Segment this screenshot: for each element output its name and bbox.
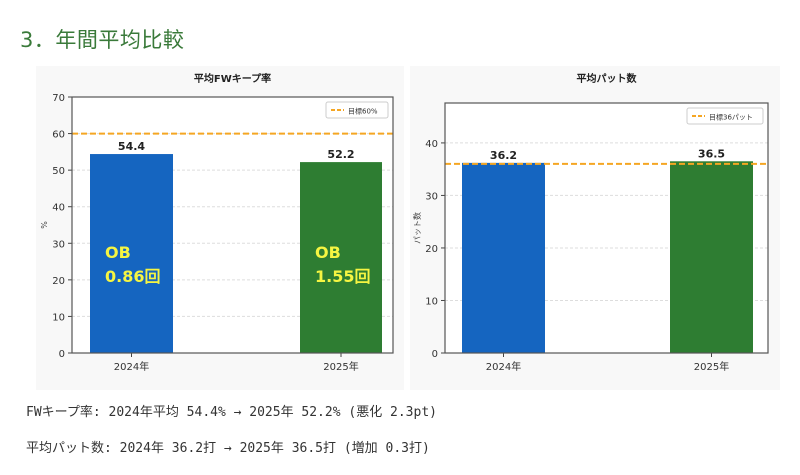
chart1-ob-count: 1.55回 bbox=[315, 267, 370, 286]
chart1-bar-2025年 bbox=[300, 162, 382, 353]
chart1-xtick-label: 2025年 bbox=[323, 360, 358, 373]
chart1-legend-box bbox=[325, 101, 389, 119]
section-title: 3．年間平均比較 bbox=[20, 28, 185, 52]
chart1-data-label: 54.4 bbox=[118, 140, 145, 153]
summary-fw-keep: FWキープ率: 2024年平均 54.4% → 2025年 52.2% (悪化 … bbox=[26, 405, 437, 420]
chart1-ob-label: OB bbox=[315, 243, 341, 262]
chart1-ytick-label: 10 bbox=[52, 312, 65, 323]
chart2-legend-box bbox=[686, 107, 764, 125]
chart2-ylabel: パット数 bbox=[412, 212, 422, 244]
chart1-legend-label: 目標60% bbox=[348, 107, 378, 116]
chart2-data-label: 36.5 bbox=[698, 147, 725, 160]
chart1-ytick-label: 50 bbox=[52, 166, 65, 177]
chart1-ytick-label: 70 bbox=[52, 93, 65, 104]
chart2-ytick-label: 0 bbox=[432, 349, 438, 360]
chart2-ytick-label: 20 bbox=[425, 244, 438, 255]
chart2-xtick-label: 2025年 bbox=[694, 360, 729, 373]
chart2-title: 平均パット数 bbox=[577, 72, 638, 85]
chart1-ytick-label: 30 bbox=[52, 239, 65, 250]
chart1-data-label: 52.2 bbox=[327, 148, 354, 161]
chart1-ytick-label: 40 bbox=[52, 203, 65, 214]
chart1-ytick-label: 0 bbox=[59, 349, 65, 360]
chart2-ytick-label: 30 bbox=[425, 191, 438, 202]
chart1-ylabel: % bbox=[40, 221, 49, 229]
chart1-ob-count: 0.86回 bbox=[105, 267, 160, 286]
chart1-xtick-label: 2024年 bbox=[114, 360, 149, 373]
chart1-title: 平均FWキープ率 bbox=[194, 72, 271, 85]
chart2-axes-frame bbox=[444, 102, 769, 354]
chart2-data-label: 36.2 bbox=[490, 149, 517, 162]
chart2-bar-2024年 bbox=[462, 162, 545, 353]
chart1-bar-2024年 bbox=[90, 154, 173, 353]
chart1-axes-frame bbox=[71, 96, 394, 354]
chart1-ob-label: OB bbox=[105, 243, 131, 262]
chart2-ytick-label: 10 bbox=[425, 296, 438, 307]
chart1-ytick-label: 20 bbox=[52, 276, 65, 287]
chart2-ytick-label: 40 bbox=[425, 139, 438, 150]
chart1-ytick-label: 60 bbox=[52, 130, 65, 141]
chart2-bar-2025年 bbox=[670, 161, 753, 353]
summary-putts: 平均パット数: 2024年 36.2打 → 2025年 36.5打 (増加 0.… bbox=[26, 441, 430, 456]
chart2-xtick-label: 2024年 bbox=[486, 360, 521, 373]
chart2-legend-label: 目標36パット bbox=[709, 113, 753, 122]
